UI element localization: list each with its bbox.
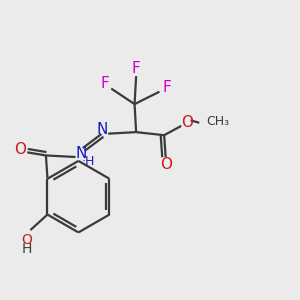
Text: F: F [100,76,109,92]
Text: O: O [21,233,32,247]
Text: F: F [132,61,140,76]
Text: F: F [163,80,172,95]
Text: O: O [14,142,26,157]
Text: ·H: ·H [82,155,95,168]
Text: N: N [75,146,87,161]
Text: O: O [160,157,172,172]
Text: CH₃: CH₃ [206,115,229,128]
Text: O: O [181,115,193,130]
Text: N: N [96,122,108,137]
Text: H: H [21,242,32,256]
